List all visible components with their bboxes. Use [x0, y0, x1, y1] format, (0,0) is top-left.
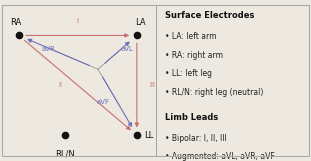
Text: • LA: left arm: • LA: left arm [165, 32, 216, 41]
Text: • Augmented: aVL, aVR, aVF: • Augmented: aVL, aVR, aVF [165, 152, 275, 161]
Text: aVR: aVR [42, 46, 56, 52]
Text: • RL/N: right leg (neutral): • RL/N: right leg (neutral) [165, 88, 263, 97]
Text: LA: LA [135, 18, 145, 27]
Text: I: I [77, 18, 79, 24]
Text: III: III [149, 82, 155, 88]
Text: RL/N: RL/N [55, 150, 75, 159]
Text: • Bipolar: I, II, III: • Bipolar: I, II, III [165, 134, 227, 143]
Text: Surface Electrodes: Surface Electrodes [165, 11, 254, 20]
Text: Limb Leads: Limb Leads [165, 113, 218, 122]
Text: II: II [58, 82, 62, 88]
Text: • RA: right arm: • RA: right arm [165, 51, 223, 60]
Text: LL: LL [145, 131, 154, 140]
Text: aVL: aVL [120, 46, 133, 52]
Text: aVF: aVF [97, 99, 109, 105]
Text: • LL: left leg: • LL: left leg [165, 69, 212, 78]
Text: RA: RA [10, 18, 21, 27]
